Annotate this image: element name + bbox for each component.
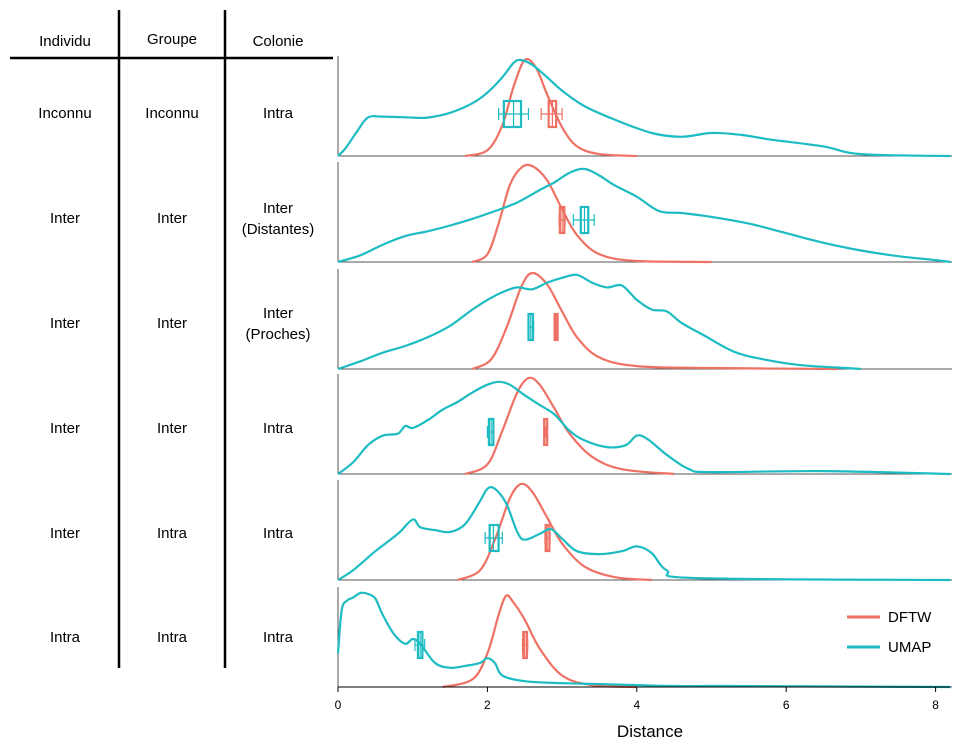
- x-tick-label: 8: [932, 698, 939, 712]
- box-dftw: [543, 417, 549, 447]
- plot-area: [336, 56, 952, 689]
- header-individu: Individu: [39, 33, 91, 50]
- density-umap: [336, 591, 951, 689]
- cell-colonie: (Distantes): [242, 221, 315, 238]
- legend-label-umap: UMAP: [888, 639, 931, 656]
- box-umap: [484, 523, 503, 553]
- cell-individu: Inter: [50, 525, 80, 542]
- cell-groupe: Inter: [157, 210, 187, 227]
- x-tick-label: 0: [335, 698, 342, 712]
- cell-individu: Inter: [50, 210, 80, 227]
- iqr-box: [543, 417, 549, 447]
- label-table: Individu Groupe Colonie Inconnu Inconnu In…: [10, 10, 333, 668]
- cell-individu: Inter: [50, 420, 80, 437]
- box-umap: [498, 99, 530, 129]
- density-dftw: [442, 594, 637, 689]
- density-umap: [337, 380, 951, 476]
- cell-colonie: Intra: [263, 629, 294, 646]
- density-umap: [337, 486, 951, 582]
- box-umap: [572, 205, 595, 235]
- density-dftw: [464, 376, 675, 476]
- box-dftw: [521, 630, 529, 660]
- x-tick-label: 2: [484, 698, 491, 712]
- x-tick-label: 4: [633, 698, 640, 712]
- cell-colonie: Intra: [263, 420, 294, 437]
- table-rows: Inconnu Inconnu Intra Inter Inter Inter (Dista…: [38, 105, 314, 646]
- x-axis-label: Distance: [617, 722, 683, 741]
- density-dftw: [464, 57, 637, 158]
- box-dftw: [558, 205, 566, 235]
- cell-colonie: (Proches): [245, 326, 310, 343]
- box-dftw: [540, 99, 563, 129]
- legend-label-dftw: DFTW: [888, 609, 932, 626]
- box-umap: [486, 417, 495, 447]
- legend: DFTW UMAP: [847, 609, 932, 656]
- cell-groupe: Intra: [157, 525, 188, 542]
- cell-individu: Inconnu: [38, 105, 91, 122]
- cell-groupe: Inter: [157, 420, 187, 437]
- cell-groupe: Inconnu: [145, 105, 198, 122]
- cell-colonie: Intra: [263, 525, 294, 542]
- density-umap: [337, 58, 951, 158]
- density-umap: [337, 273, 861, 371]
- cell-colonie: Intra: [263, 105, 294, 122]
- cell-individu: Inter: [50, 315, 80, 332]
- ridge-panel: [337, 374, 952, 476]
- box-umap: [414, 630, 426, 660]
- x-tick-label: 6: [783, 698, 790, 712]
- cell-colonie: Inter: [263, 200, 293, 217]
- box-umap: [527, 312, 535, 342]
- x-axis: 0 2 4 6 8 Distance: [335, 686, 950, 741]
- cell-groupe: Intra: [157, 629, 188, 646]
- iqr-box: [502, 99, 523, 129]
- cell-colonie: Inter: [263, 305, 293, 322]
- density-dftw: [471, 271, 839, 371]
- ridge-panel: [337, 269, 952, 371]
- header-groupe: Groupe: [147, 31, 197, 48]
- ridge-panel: [336, 587, 952, 689]
- cell-individu: Intra: [50, 629, 81, 646]
- ridge-panel: [337, 162, 952, 264]
- ridge-panel: [337, 480, 952, 582]
- header-colonie: Colonie: [253, 33, 304, 50]
- density-dftw: [471, 163, 712, 264]
- iqr-box: [488, 523, 500, 553]
- box-dftw: [553, 312, 559, 342]
- x-ticks: 0 2 4 6 8: [335, 687, 939, 712]
- ridge-panel: [337, 56, 952, 158]
- density-umap: [337, 167, 951, 264]
- cell-groupe: Inter: [157, 315, 187, 332]
